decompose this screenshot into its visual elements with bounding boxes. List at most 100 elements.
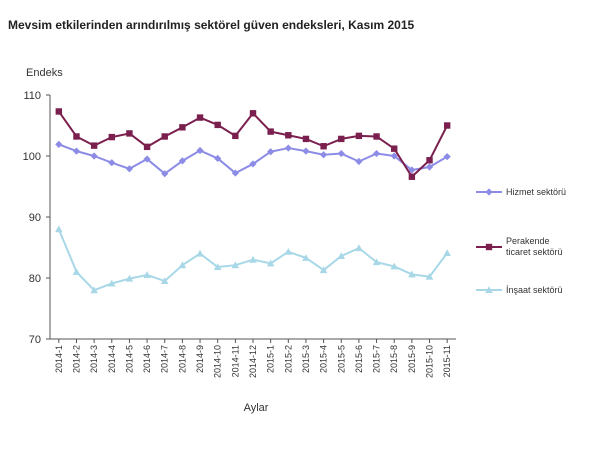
data-point-triangle xyxy=(55,225,63,233)
data-point-square xyxy=(355,132,363,140)
x-tick-label: 2014-12 xyxy=(248,345,258,378)
data-point-square xyxy=(143,143,151,151)
x-tick-label: 2014-5 xyxy=(124,345,134,373)
x-tick-label: 2014-2 xyxy=(71,345,81,373)
data-point-diamond xyxy=(196,146,204,155)
legend-item: İnşaat sektörü xyxy=(476,285,563,295)
x-tick-label: 2015-2 xyxy=(283,345,293,373)
data-point-diamond xyxy=(443,153,451,161)
data-point-square xyxy=(391,145,398,152)
data-point-square xyxy=(55,108,63,115)
x-tick-label: 2015-8 xyxy=(389,345,399,373)
data-point-diamond xyxy=(55,140,63,149)
axes: 70 80 90 100 110 2014-1 2014-2 2014-3 2014-4 2014… xyxy=(23,90,456,378)
y-tick-label: 100 xyxy=(23,151,41,163)
data-point-square xyxy=(302,135,310,143)
legend-label: ticaret sektörü xyxy=(506,247,563,257)
data-point-diamond xyxy=(302,147,310,155)
data-point-diamond xyxy=(125,165,134,173)
data-point-diamond xyxy=(231,169,239,177)
data-point-triangle xyxy=(125,274,134,282)
x-tick-label: 2014-4 xyxy=(107,345,117,373)
data-point-diamond xyxy=(72,147,81,155)
data-point-triangle xyxy=(107,279,116,287)
data-point-diamond xyxy=(108,159,116,167)
data-point-triangle xyxy=(390,262,399,270)
data-point-diamond xyxy=(214,154,222,163)
x-axis-title: Aylar xyxy=(244,402,269,414)
y-axis-title: Endeks xyxy=(26,67,63,79)
x-tick-label: 2015-10 xyxy=(425,345,435,378)
chart-title: Mevsim etkilerinden arındırılmış sektöre… xyxy=(8,18,415,32)
data-point-diamond xyxy=(372,149,381,158)
data-point-triangle xyxy=(337,252,346,260)
data-point-square xyxy=(426,157,433,164)
legend-label: Perakende xyxy=(506,236,550,246)
data-point-triangle xyxy=(90,286,98,294)
data-point-square xyxy=(408,173,416,180)
data-point-diamond xyxy=(485,188,493,196)
data-point-square xyxy=(108,133,115,141)
x-tick-label: 2015-4 xyxy=(319,345,329,373)
data-point-square xyxy=(443,122,451,129)
data-point-triangle xyxy=(485,286,493,293)
x-tick-label: 2015-7 xyxy=(372,345,382,373)
x-tick-label: 2014-11 xyxy=(230,345,240,377)
data-point-triangle xyxy=(196,249,204,257)
data-point-square xyxy=(320,143,327,150)
legend-item: Hizmet sektörü xyxy=(476,187,566,197)
data-point-diamond xyxy=(284,144,292,152)
legend-label: Hizmet sektörü xyxy=(506,187,566,197)
y-tick-label: 80 xyxy=(29,273,41,285)
legend-label: İnşaat sektörü xyxy=(506,285,563,295)
data-point-triangle xyxy=(72,268,81,275)
series-2 xyxy=(55,108,451,180)
data-point-triangle xyxy=(355,244,363,252)
data-point-square xyxy=(90,142,98,149)
data-point-square xyxy=(161,133,168,140)
data-point-diamond xyxy=(249,160,257,168)
x-tick-label: 2015-5 xyxy=(336,345,346,373)
data-point-square xyxy=(249,110,257,117)
series-line xyxy=(58,143,448,175)
data-point-diamond xyxy=(390,152,398,160)
data-point-square xyxy=(126,130,133,137)
x-tick-label: 2014-6 xyxy=(142,345,152,373)
series-3 xyxy=(55,225,451,294)
y-tick-label: 110 xyxy=(23,90,41,102)
data-point-square xyxy=(196,114,204,121)
x-tick-label: 2014-7 xyxy=(160,345,170,373)
x-tick-label: 2014-3 xyxy=(89,345,99,373)
data-point-diamond xyxy=(178,157,186,165)
data-point-triangle xyxy=(231,261,240,269)
data-point-triangle xyxy=(213,263,222,271)
data-point-triangle xyxy=(443,249,451,256)
y-tick-label: 70 xyxy=(29,334,41,346)
data-point-diamond xyxy=(425,163,434,171)
x-tick-label: 2015-6 xyxy=(354,345,364,373)
data-point-square xyxy=(267,128,274,135)
x-tick-label: 2014-1 xyxy=(54,345,64,373)
data-point-triangle xyxy=(178,261,187,269)
data-point-diamond xyxy=(320,151,328,159)
series-1 xyxy=(55,140,451,178)
data-point-diamond xyxy=(337,149,345,158)
data-point-square xyxy=(338,135,345,143)
y-tick-label: 90 xyxy=(29,212,41,224)
data-point-square xyxy=(73,133,80,140)
data-point-square xyxy=(179,124,186,131)
x-tick-label: 2014-10 xyxy=(213,345,223,378)
x-tick-label: 2015-9 xyxy=(407,345,417,373)
data-point-triangle xyxy=(284,247,293,255)
data-point-square xyxy=(373,133,380,140)
x-tick-label: 2014-9 xyxy=(195,345,205,373)
data-point-triangle xyxy=(302,254,310,261)
data-point-triangle xyxy=(249,255,257,263)
data-point-square xyxy=(232,132,239,140)
x-tick-label: 2015-11 xyxy=(442,345,452,377)
series-layer xyxy=(55,108,451,294)
data-point-diamond xyxy=(90,152,98,160)
